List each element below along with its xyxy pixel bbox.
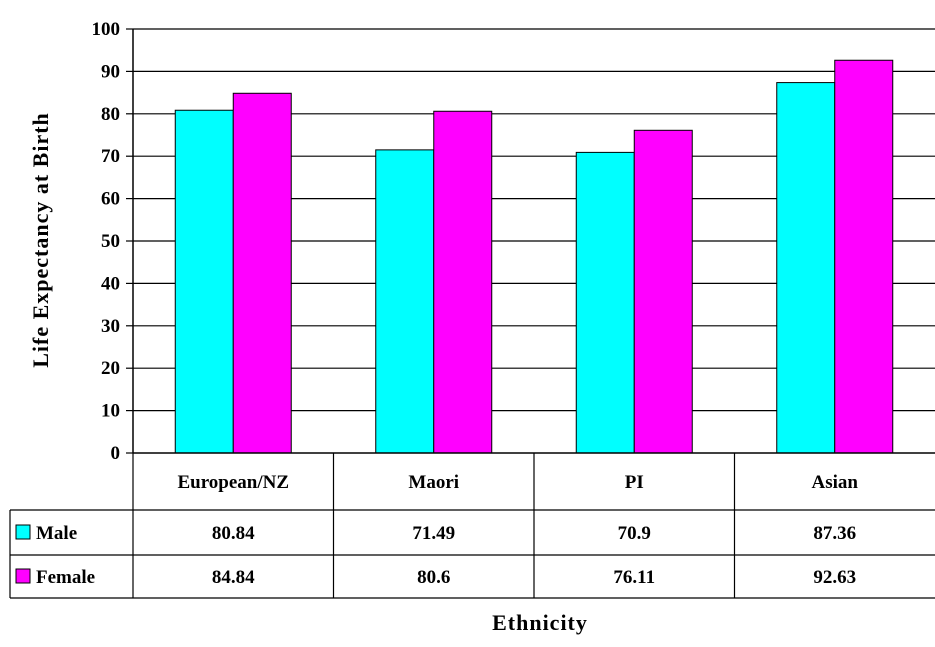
y-tick-label: 100 <box>92 19 121 40</box>
bar-female-0 <box>233 93 291 453</box>
data-label: 84.84 <box>212 567 255 588</box>
bar-female-3 <box>835 60 893 453</box>
bar-male-1 <box>376 150 434 453</box>
y-tick-label: 10 <box>101 401 120 422</box>
data-label: 87.36 <box>813 523 856 544</box>
y-tick-label: 70 <box>101 146 120 167</box>
y-tick-label: 30 <box>101 316 120 337</box>
x-axis-title: Ethnicity <box>492 610 588 635</box>
legend-label-female: Female <box>36 567 95 588</box>
data-label: 76.11 <box>613 567 655 588</box>
y-tick-label: 90 <box>101 61 120 82</box>
category-label: PI <box>625 472 644 493</box>
y-tick-label: 60 <box>101 189 120 210</box>
legend-label-male: Male <box>36 523 77 544</box>
bars <box>175 60 893 453</box>
legend-key-male <box>16 525 30 539</box>
bar-male-0 <box>175 110 233 453</box>
data-label: 70.9 <box>618 523 651 544</box>
bar-female-1 <box>434 111 492 453</box>
category-label: Maori <box>408 472 459 493</box>
category-label: Asian <box>812 472 859 493</box>
data-table: European/NZ Maori PI Asian Male 80.84 71.49 70.… <box>10 453 935 598</box>
bar-female-2 <box>634 130 692 453</box>
data-label: 80.6 <box>417 567 450 588</box>
y-tick-label: 50 <box>101 231 120 252</box>
bar-male-2 <box>576 152 634 453</box>
y-tick-label: 20 <box>101 358 120 379</box>
data-label: 71.49 <box>412 523 455 544</box>
data-label: 80.84 <box>212 523 255 544</box>
category-label: European/NZ <box>177 472 289 493</box>
y-axis-title: Life Expectancy at Birth <box>28 112 53 368</box>
y-tick-label: 40 <box>101 273 120 294</box>
y-tick-label: 0 <box>111 443 121 464</box>
legend-key-female <box>16 569 30 583</box>
bar-male-3 <box>777 83 835 453</box>
data-label: 92.63 <box>813 567 856 588</box>
y-tick-label: 80 <box>101 104 120 125</box>
